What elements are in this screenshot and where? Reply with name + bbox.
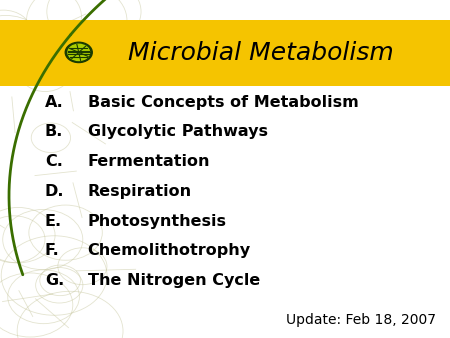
Text: E.: E.	[45, 214, 62, 228]
Text: Basic Concepts of Metabolism: Basic Concepts of Metabolism	[88, 95, 359, 110]
Text: Photosynthesis: Photosynthesis	[88, 214, 227, 228]
Circle shape	[65, 42, 92, 63]
Text: B.: B.	[45, 124, 63, 139]
Circle shape	[68, 44, 90, 61]
Text: Microbial Metabolism: Microbial Metabolism	[128, 41, 394, 65]
Text: Glycolytic Pathways: Glycolytic Pathways	[88, 124, 268, 139]
Text: D.: D.	[45, 184, 64, 199]
Text: G.: G.	[45, 273, 64, 288]
Text: Update: Feb 18, 2007: Update: Feb 18, 2007	[287, 313, 436, 327]
Text: F.: F.	[45, 243, 60, 258]
Text: Fermentation: Fermentation	[88, 154, 210, 169]
Bar	[0, 20, 450, 86]
Text: C.: C.	[45, 154, 63, 169]
Text: The Nitrogen Cycle: The Nitrogen Cycle	[88, 273, 260, 288]
Text: Respiration: Respiration	[88, 184, 192, 199]
Text: A.: A.	[45, 95, 64, 110]
Text: Chemolithotrophy: Chemolithotrophy	[88, 243, 251, 258]
